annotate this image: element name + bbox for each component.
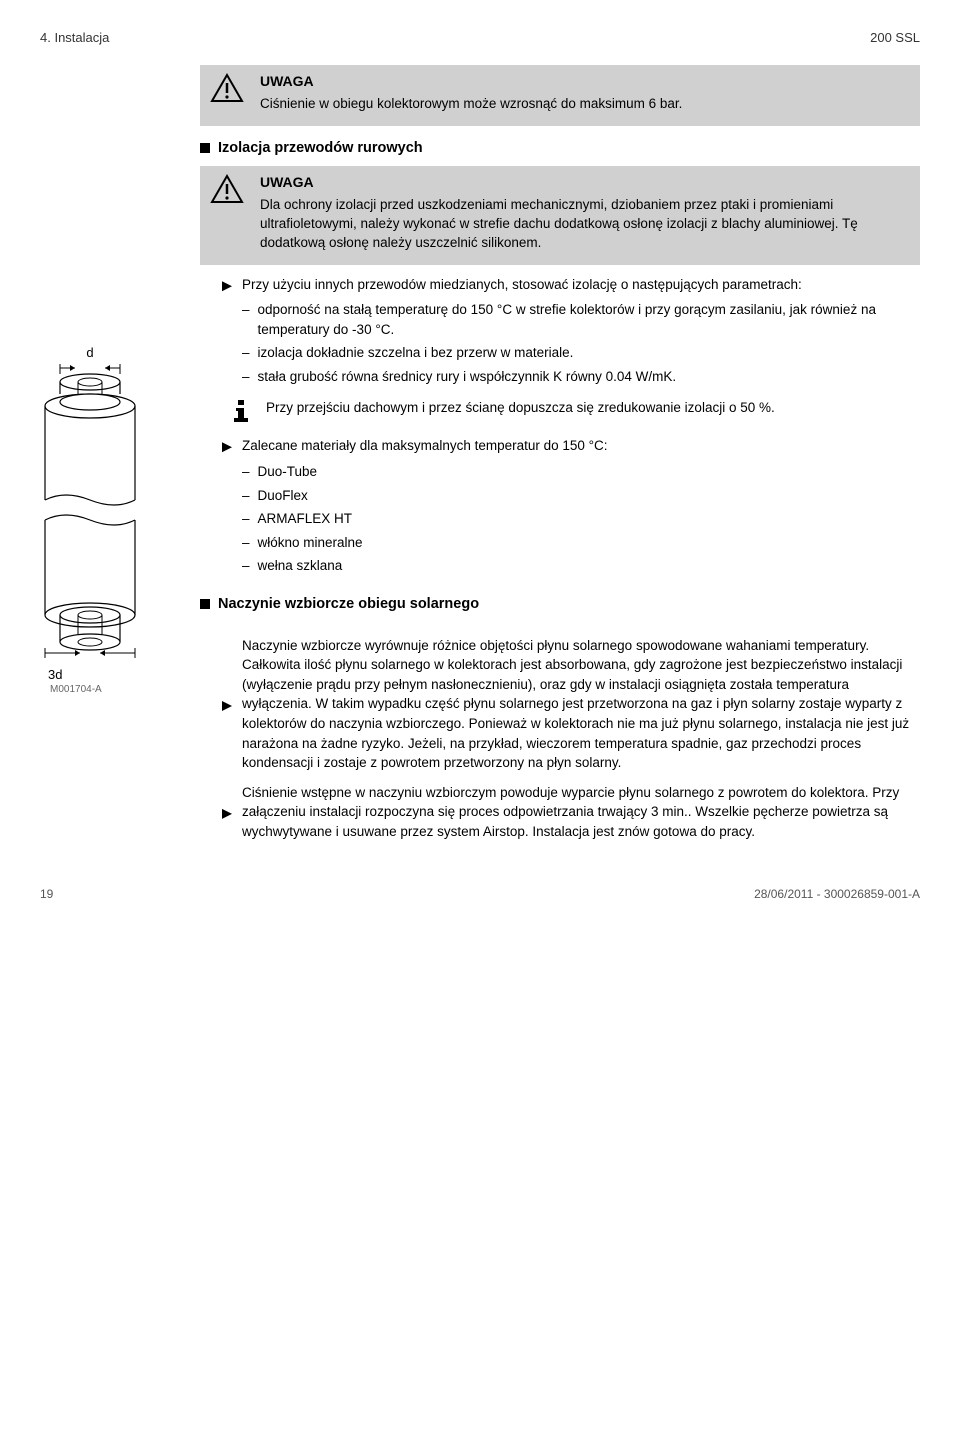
page-footer: 19 28/06/2011 - 300026859-001-A (40, 887, 920, 901)
warning-icon (210, 73, 244, 103)
pointer-item: Zalecane materiały dla maksymalnych temp… (220, 436, 920, 456)
pointer-text: Ciśnienie wstępne w naczyniu wzbiorczym … (242, 783, 920, 842)
dash-item: –odporność na stałą temperaturę do 150 °… (242, 300, 920, 339)
dash-text: włókno mineralne (258, 533, 363, 553)
dash-item: –stała grubość równa średnicy rury i wsp… (242, 367, 920, 387)
dash-icon: – (242, 300, 250, 339)
dash-text: DuoFlex (258, 486, 308, 506)
pointer-icon (220, 786, 234, 842)
dash-item: –DuoFlex (242, 486, 920, 506)
content-column: UWAGA Ciśnienie w obiegu kolektorowym mo… (160, 65, 920, 847)
section-heading-2: Naczynie wzbiorcze obiegu solarnego (200, 596, 920, 612)
pipe-diagram: d (40, 345, 140, 695)
pointer-item: Przy użyciu innych przewodów miedzianych… (220, 275, 920, 295)
page-header: 4. Instalacja 200 SSL (40, 30, 920, 45)
section-heading-1: Izolacja przewodów rurowych (200, 140, 920, 156)
dash-icon: – (242, 556, 250, 576)
section-heading-text: Naczynie wzbiorcze obiegu solarnego (218, 596, 479, 612)
left-column: d (40, 65, 160, 847)
warning-text: Dla ochrony izolacji przed uszkodzeniami… (260, 196, 910, 253)
warning-icon (210, 174, 244, 204)
diagram-ref: M001704-A (50, 684, 140, 695)
dash-icon: – (242, 533, 250, 553)
info-icon (230, 398, 252, 424)
page-number: 19 (40, 887, 53, 901)
model-number: 200 SSL (870, 30, 920, 45)
dash-icon: – (242, 343, 250, 363)
dash-text: ARMAFLEX HT (258, 509, 353, 529)
info-text: Przy przejściu dachowym i przez ścianę d… (266, 398, 775, 424)
square-bullet-icon (200, 143, 210, 153)
warning-title: UWAGA (260, 73, 910, 89)
dash-icon: – (242, 486, 250, 506)
pipe-svg (40, 360, 140, 660)
dash-text: stała grubość równa średnicy rury i wspó… (258, 367, 677, 387)
pointer-icon (220, 639, 234, 773)
dash-text: odporność na stałą temperaturę do 150 °C… (258, 300, 920, 339)
dash-item: –izolacja dokładnie szczelna i bez przer… (242, 343, 920, 363)
warning-box-2: UWAGA Dla ochrony izolacji przed uszkodz… (200, 166, 920, 265)
warning-box-1: UWAGA Ciśnienie w obiegu kolektorowym mo… (200, 65, 920, 126)
dash-item: –włókno mineralne (242, 533, 920, 553)
dash-text: izolacja dokładnie szczelna i bez przerw… (258, 343, 574, 363)
warning-title: UWAGA (260, 174, 910, 190)
dash-item: –Duo-Tube (242, 462, 920, 482)
section-heading-text: Izolacja przewodów rurowych (218, 140, 423, 156)
info-item: Przy przejściu dachowym i przez ścianę d… (230, 398, 920, 424)
dash-text: wełna szklana (258, 556, 343, 576)
pointer-icon (220, 439, 234, 456)
pointer-text: Przy użyciu innych przewodów miedzianych… (242, 275, 802, 295)
pointer-icon (220, 278, 234, 295)
square-bullet-icon (200, 599, 210, 609)
main-area: d (40, 65, 920, 847)
page: 4. Instalacja 200 SSL d (0, 0, 960, 931)
diagram-label-d: d (40, 345, 140, 360)
dash-text: Duo-Tube (258, 462, 318, 482)
dash-item: –ARMAFLEX HT (242, 509, 920, 529)
dash-icon: – (242, 509, 250, 529)
warning-text: Ciśnienie w obiegu kolektorowym może wzr… (260, 95, 910, 114)
dash-item: –wełna szklana (242, 556, 920, 576)
pointer-item: Ciśnienie wstępne w naczyniu wzbiorczym … (220, 783, 920, 842)
pointer-item: Naczynie wzbiorcze wyrównuje różnice obj… (220, 636, 920, 773)
diagram-label-3d: 3d (48, 667, 140, 682)
section-number: 4. Instalacja (40, 30, 109, 45)
dash-icon: – (242, 367, 250, 387)
pointer-text: Zalecane materiały dla maksymalnych temp… (242, 436, 608, 456)
dash-icon: – (242, 462, 250, 482)
pointer-text: Naczynie wzbiorcze wyrównuje różnice obj… (242, 636, 920, 773)
doc-reference: 28/06/2011 - 300026859-001-A (754, 887, 920, 901)
